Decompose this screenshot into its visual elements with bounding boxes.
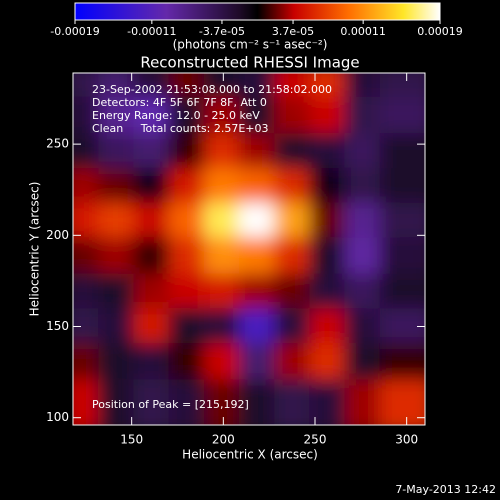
colorbar [74, 2, 441, 21]
x-tick-label: 200 [212, 433, 235, 447]
y-tick-label: 150 [46, 319, 69, 333]
plot-frame [72, 72, 426, 426]
x-tick-label: 250 [304, 433, 327, 447]
annotation: 23-Sep-2002 21:53:08.000 to 21:58:02.000 [92, 83, 332, 96]
chart-title: Reconstructed RHESSI Image [140, 54, 359, 72]
y-tick-label: 100 [46, 410, 69, 424]
x-tick-label: 150 [120, 433, 143, 447]
x-axis-label: Heliocentric X (arcsec) [182, 448, 318, 462]
heatmap-cell [379, 379, 425, 425]
colorbar-tick-label: 0.00019 [417, 25, 463, 38]
footer: 7-May-2013 12:42 [395, 483, 496, 496]
y-tick-label: 250 [46, 137, 69, 151]
x-tick-label: 300 [395, 433, 418, 447]
colorbar-tick-label: 0.00011 [340, 25, 386, 38]
peak-label: Position of Peak = [215,192] [92, 398, 249, 411]
image-area [73, 73, 425, 425]
annotation: Clean Total counts: 2.57E+03 [92, 122, 269, 135]
colorbar-tick-label: 3.7e-05 [272, 25, 314, 38]
colorbar-tick-label: -0.00011 [127, 25, 176, 38]
annotation: Detectors: 4F 5F 6F 7F 8F, Att 0 [92, 96, 267, 109]
colorbar-tick-label: -0.00019 [50, 25, 99, 38]
annotation: Energy Range: 12.0 - 25.0 keV [92, 109, 260, 122]
y-axis-label: Heliocentric Y (arcsec) [28, 182, 42, 317]
colorbar-tick-label: -3.7e-05 [199, 25, 245, 38]
y-tick-label: 200 [46, 228, 69, 242]
colorbar-label: (photons cm⁻² s⁻¹ asec⁻²) [173, 38, 328, 52]
